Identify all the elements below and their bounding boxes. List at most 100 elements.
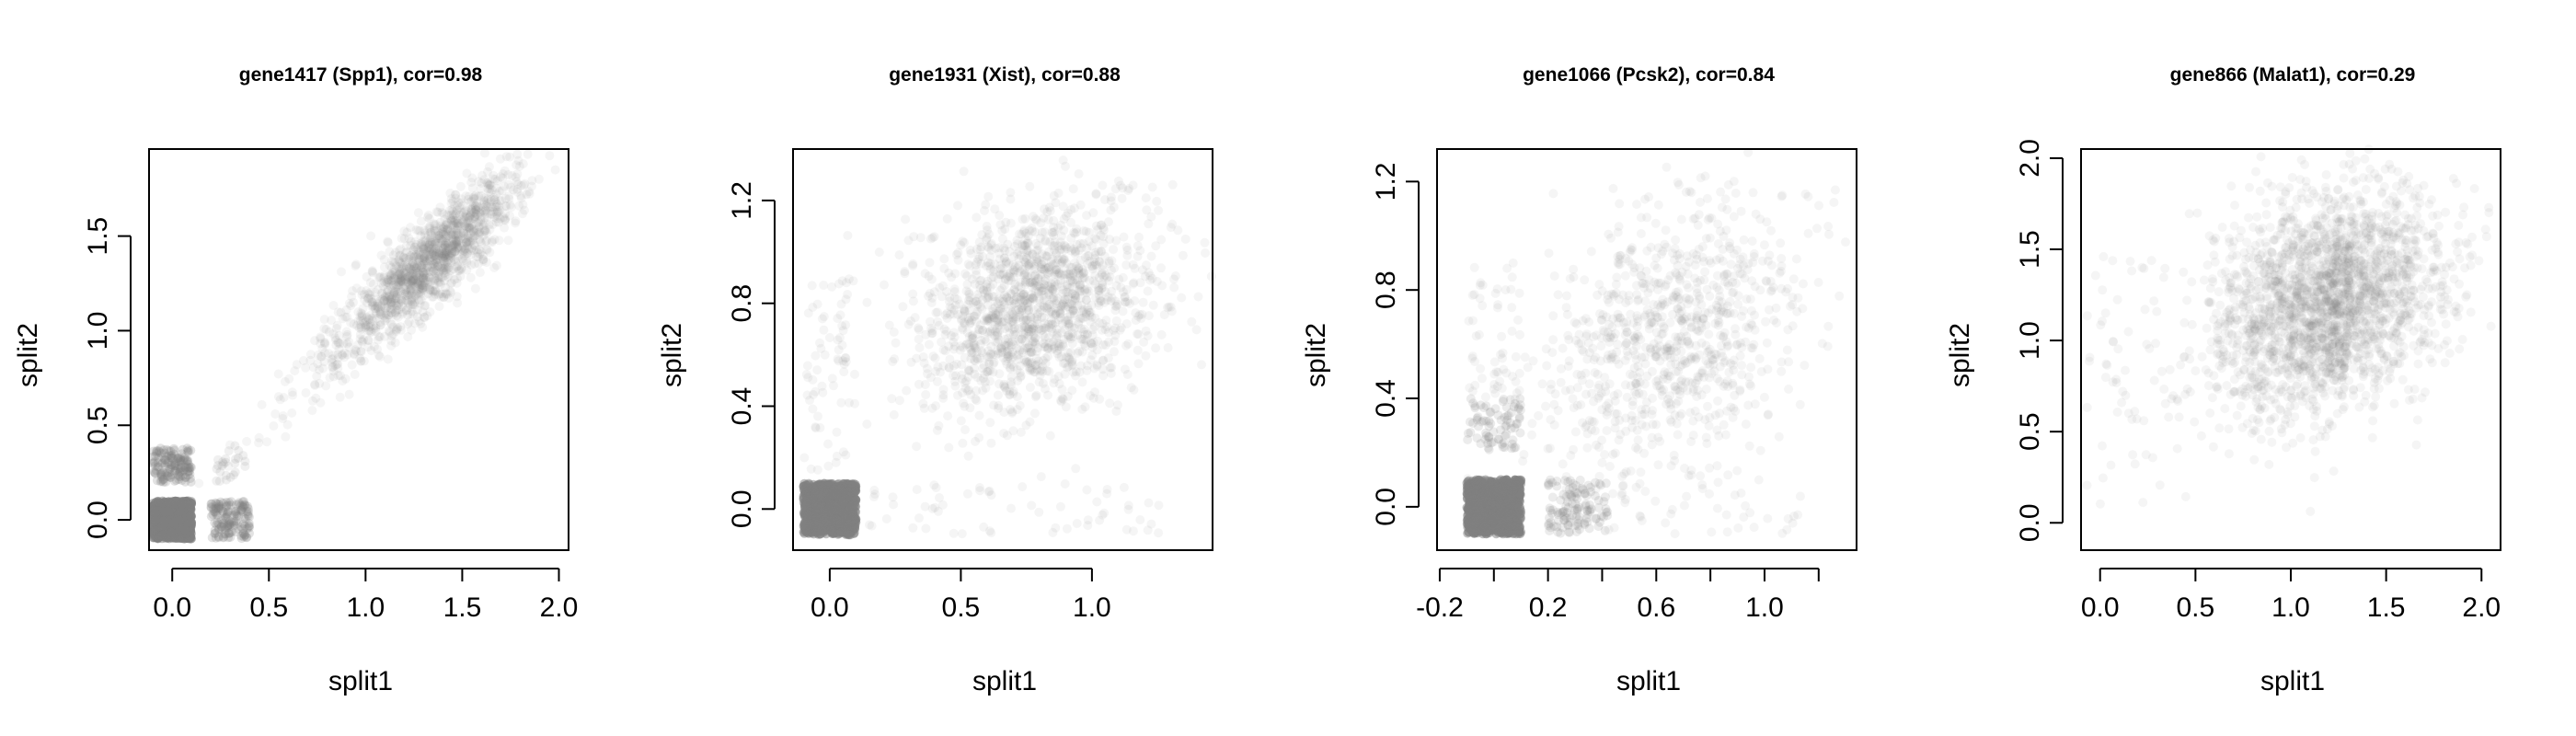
data-point [234,524,244,534]
data-point [224,533,234,543]
data-point [224,528,234,538]
data-point [240,461,250,471]
data-point [167,470,177,480]
data-point [176,466,186,477]
data-point [213,461,223,470]
data-point [242,523,252,534]
data-point [332,320,342,330]
data-point [1031,215,1041,225]
data-point [978,385,988,396]
data-point [392,282,402,292]
data-point [280,376,290,386]
data-point [1138,297,1148,307]
data-point [231,509,241,519]
data-point [226,497,236,507]
data-point [445,286,455,296]
data-point [889,500,899,510]
data-point [950,381,960,391]
data-point [186,477,196,487]
data-point [165,464,175,474]
data-point [176,454,186,465]
data-point [1169,282,1179,293]
data-point [362,293,373,304]
data-point [234,445,244,455]
data-point [216,503,226,513]
data-point [218,515,228,525]
data-point [511,218,521,228]
data-point [456,214,466,224]
data-point [385,294,395,305]
data-point [802,361,812,371]
data-point [152,445,162,455]
data-point [382,277,392,287]
data-point [211,533,221,543]
data-point [454,243,464,253]
data-point [243,509,253,519]
data-point [219,521,229,531]
data-point [167,451,177,461]
data-point [219,532,228,542]
data-point [395,280,404,290]
data-point [514,161,524,171]
data-point [431,219,441,229]
data-point [156,472,167,482]
data-point [224,516,235,526]
data-point [448,230,458,240]
data-point [983,487,994,497]
data-point [176,463,186,472]
data-point [342,331,352,341]
data-point [337,267,346,277]
data-point [923,369,932,379]
data-point [894,396,904,406]
data-point [445,189,455,198]
data-point [919,358,929,368]
data-point [454,257,464,266]
data-point [362,312,372,322]
data-point [340,374,351,384]
data-point [319,339,329,350]
data-point [383,237,393,247]
data-point [243,503,253,513]
data-point [169,461,179,471]
data-point [452,206,462,216]
data-point [381,279,390,289]
data-point [408,299,418,309]
data-point [400,274,410,284]
data-point [244,507,254,517]
data-point [164,497,174,507]
data-point [441,240,450,250]
data-point [466,178,477,188]
data-point [1123,504,1133,514]
data-point [383,295,393,305]
data-point [512,160,522,170]
data-point [406,284,416,294]
data-point [440,231,450,241]
data-point [224,528,234,538]
data-point [891,338,901,348]
data-point [152,466,161,476]
data-point [459,246,469,256]
data-point [435,217,445,227]
data-point [330,333,340,343]
data-point [1082,485,1092,495]
data-point [157,452,167,462]
data-point [174,475,184,484]
data-point [177,449,187,459]
data-point [456,263,466,273]
data-point [939,324,949,334]
data-point [379,270,389,281]
data-point [475,208,485,218]
data-point [155,443,166,454]
data-point [238,502,248,512]
data-point [221,512,231,523]
data-point [178,444,188,454]
data-point [436,229,446,239]
data-point [153,458,163,467]
x-axis-label: split1 [328,666,393,696]
data-point [236,522,246,532]
data-point [1045,431,1055,441]
data-point [963,451,973,461]
data-point [486,197,496,206]
data-point [914,513,924,523]
data-point [185,464,194,474]
